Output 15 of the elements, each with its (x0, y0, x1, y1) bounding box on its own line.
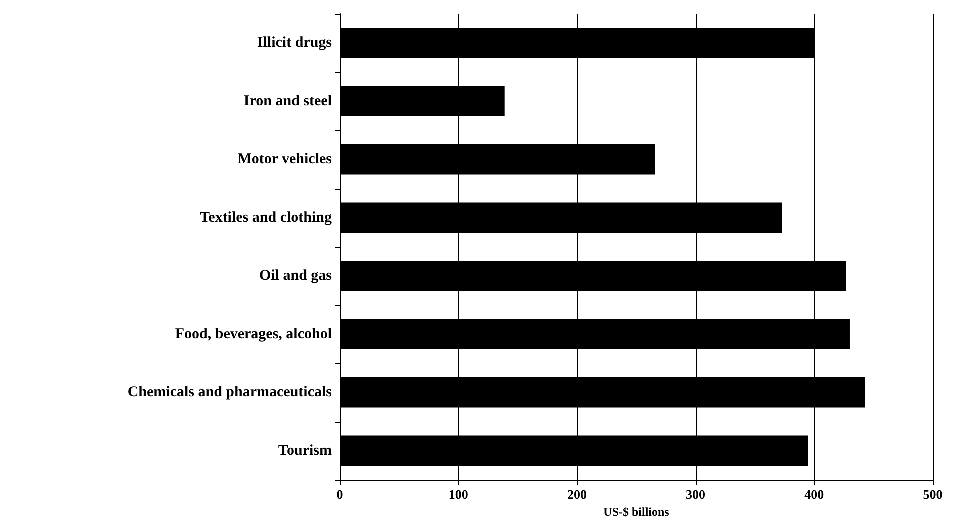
y-tick-label: Iron and steel (244, 93, 332, 110)
x-tick-label: 500 (923, 487, 943, 502)
x-tick-label: 400 (804, 487, 824, 502)
x-axis-title: US-$ billions (604, 504, 670, 519)
x-tick-label: 300 (686, 487, 706, 502)
y-tick-label: Textiles and clothing (200, 210, 332, 226)
x-tick-label: 0 (336, 487, 344, 502)
x-tick-label: 100 (448, 487, 468, 502)
x-tick-label: 200 (567, 487, 587, 502)
y-tick-label: Motor vehicles (238, 152, 332, 168)
y-tick-label: Oil and gas (259, 268, 332, 284)
y-tick-label: Chemicals and pharmaceuticals (128, 384, 332, 401)
y-tick-label: Tourism (278, 442, 332, 459)
y-tick-label: Illicit drugs (257, 35, 332, 52)
y-tick-label: Food, beverages, alcohol (175, 326, 332, 342)
